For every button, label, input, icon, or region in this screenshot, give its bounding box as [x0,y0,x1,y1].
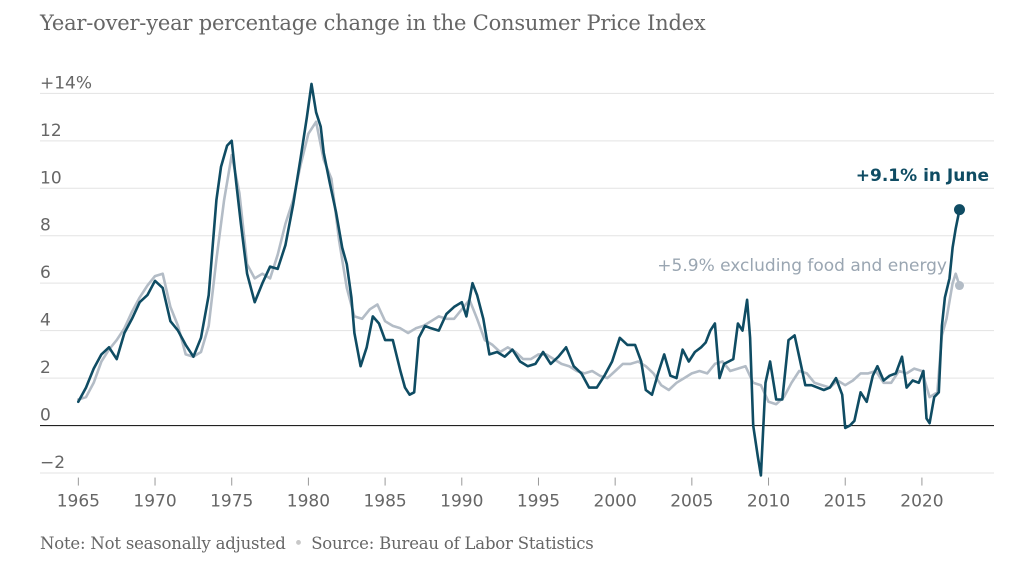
annotations: +9.1% in June +5.9% excluding food and e… [657,166,989,276]
headline-cpi-line [77,82,961,477]
core-annotation: +5.9% excluding food and energy [657,256,947,276]
core-cpi-line [77,120,961,406]
x-axis-ticks: 1965 1970 1975 1980 1985 1990 1995 2000 2005 2010… [57,477,944,512]
chart-title: Year-over-year percentage change in the … [40,11,706,35]
y-axis-ticks: −2 0 2 4 6 8 10 12 +14% [40,73,92,473]
y-tick-label: 0 [40,406,51,426]
y-tick-label: 4 [40,311,51,331]
series-lines [77,82,965,477]
y-tick-label: −2 [40,453,65,473]
x-tick-label: 2020 [900,492,943,512]
x-tick-label: 2010 [747,492,790,512]
x-tick-label: 1980 [287,492,330,512]
headline-annotation: +9.1% in June [856,166,989,186]
y-tick-label: 8 [40,216,51,236]
x-tick-label: 2005 [670,492,713,512]
chart-footer: Note: Not seasonally adjusted • Source: Bu… [40,534,594,553]
x-tick-label: 1995 [517,492,560,512]
y-tick-label: 2 [40,358,51,378]
x-tick-label: 2015 [824,492,867,512]
footer-separator: • [293,534,304,553]
gridlines [40,92,994,474]
y-tick-label: 6 [40,263,51,283]
footer-source: Source: Bureau of Labor Statistics [311,534,594,553]
footer-note: Note: Not seasonally adjusted [40,534,286,553]
core-latest-point [954,281,964,291]
x-tick-label: 2000 [594,492,637,512]
x-tick-label: 1985 [363,492,406,512]
y-tick-label: 12 [40,121,62,141]
x-tick-label: 1990 [440,492,483,512]
headline-latest-point [953,204,965,216]
y-tick-label: 10 [40,168,62,188]
x-tick-label: 1965 [57,492,100,512]
y-tick-label: +14% [40,73,92,93]
x-tick-label: 1970 [133,492,176,512]
x-tick-label: 1975 [210,492,253,512]
